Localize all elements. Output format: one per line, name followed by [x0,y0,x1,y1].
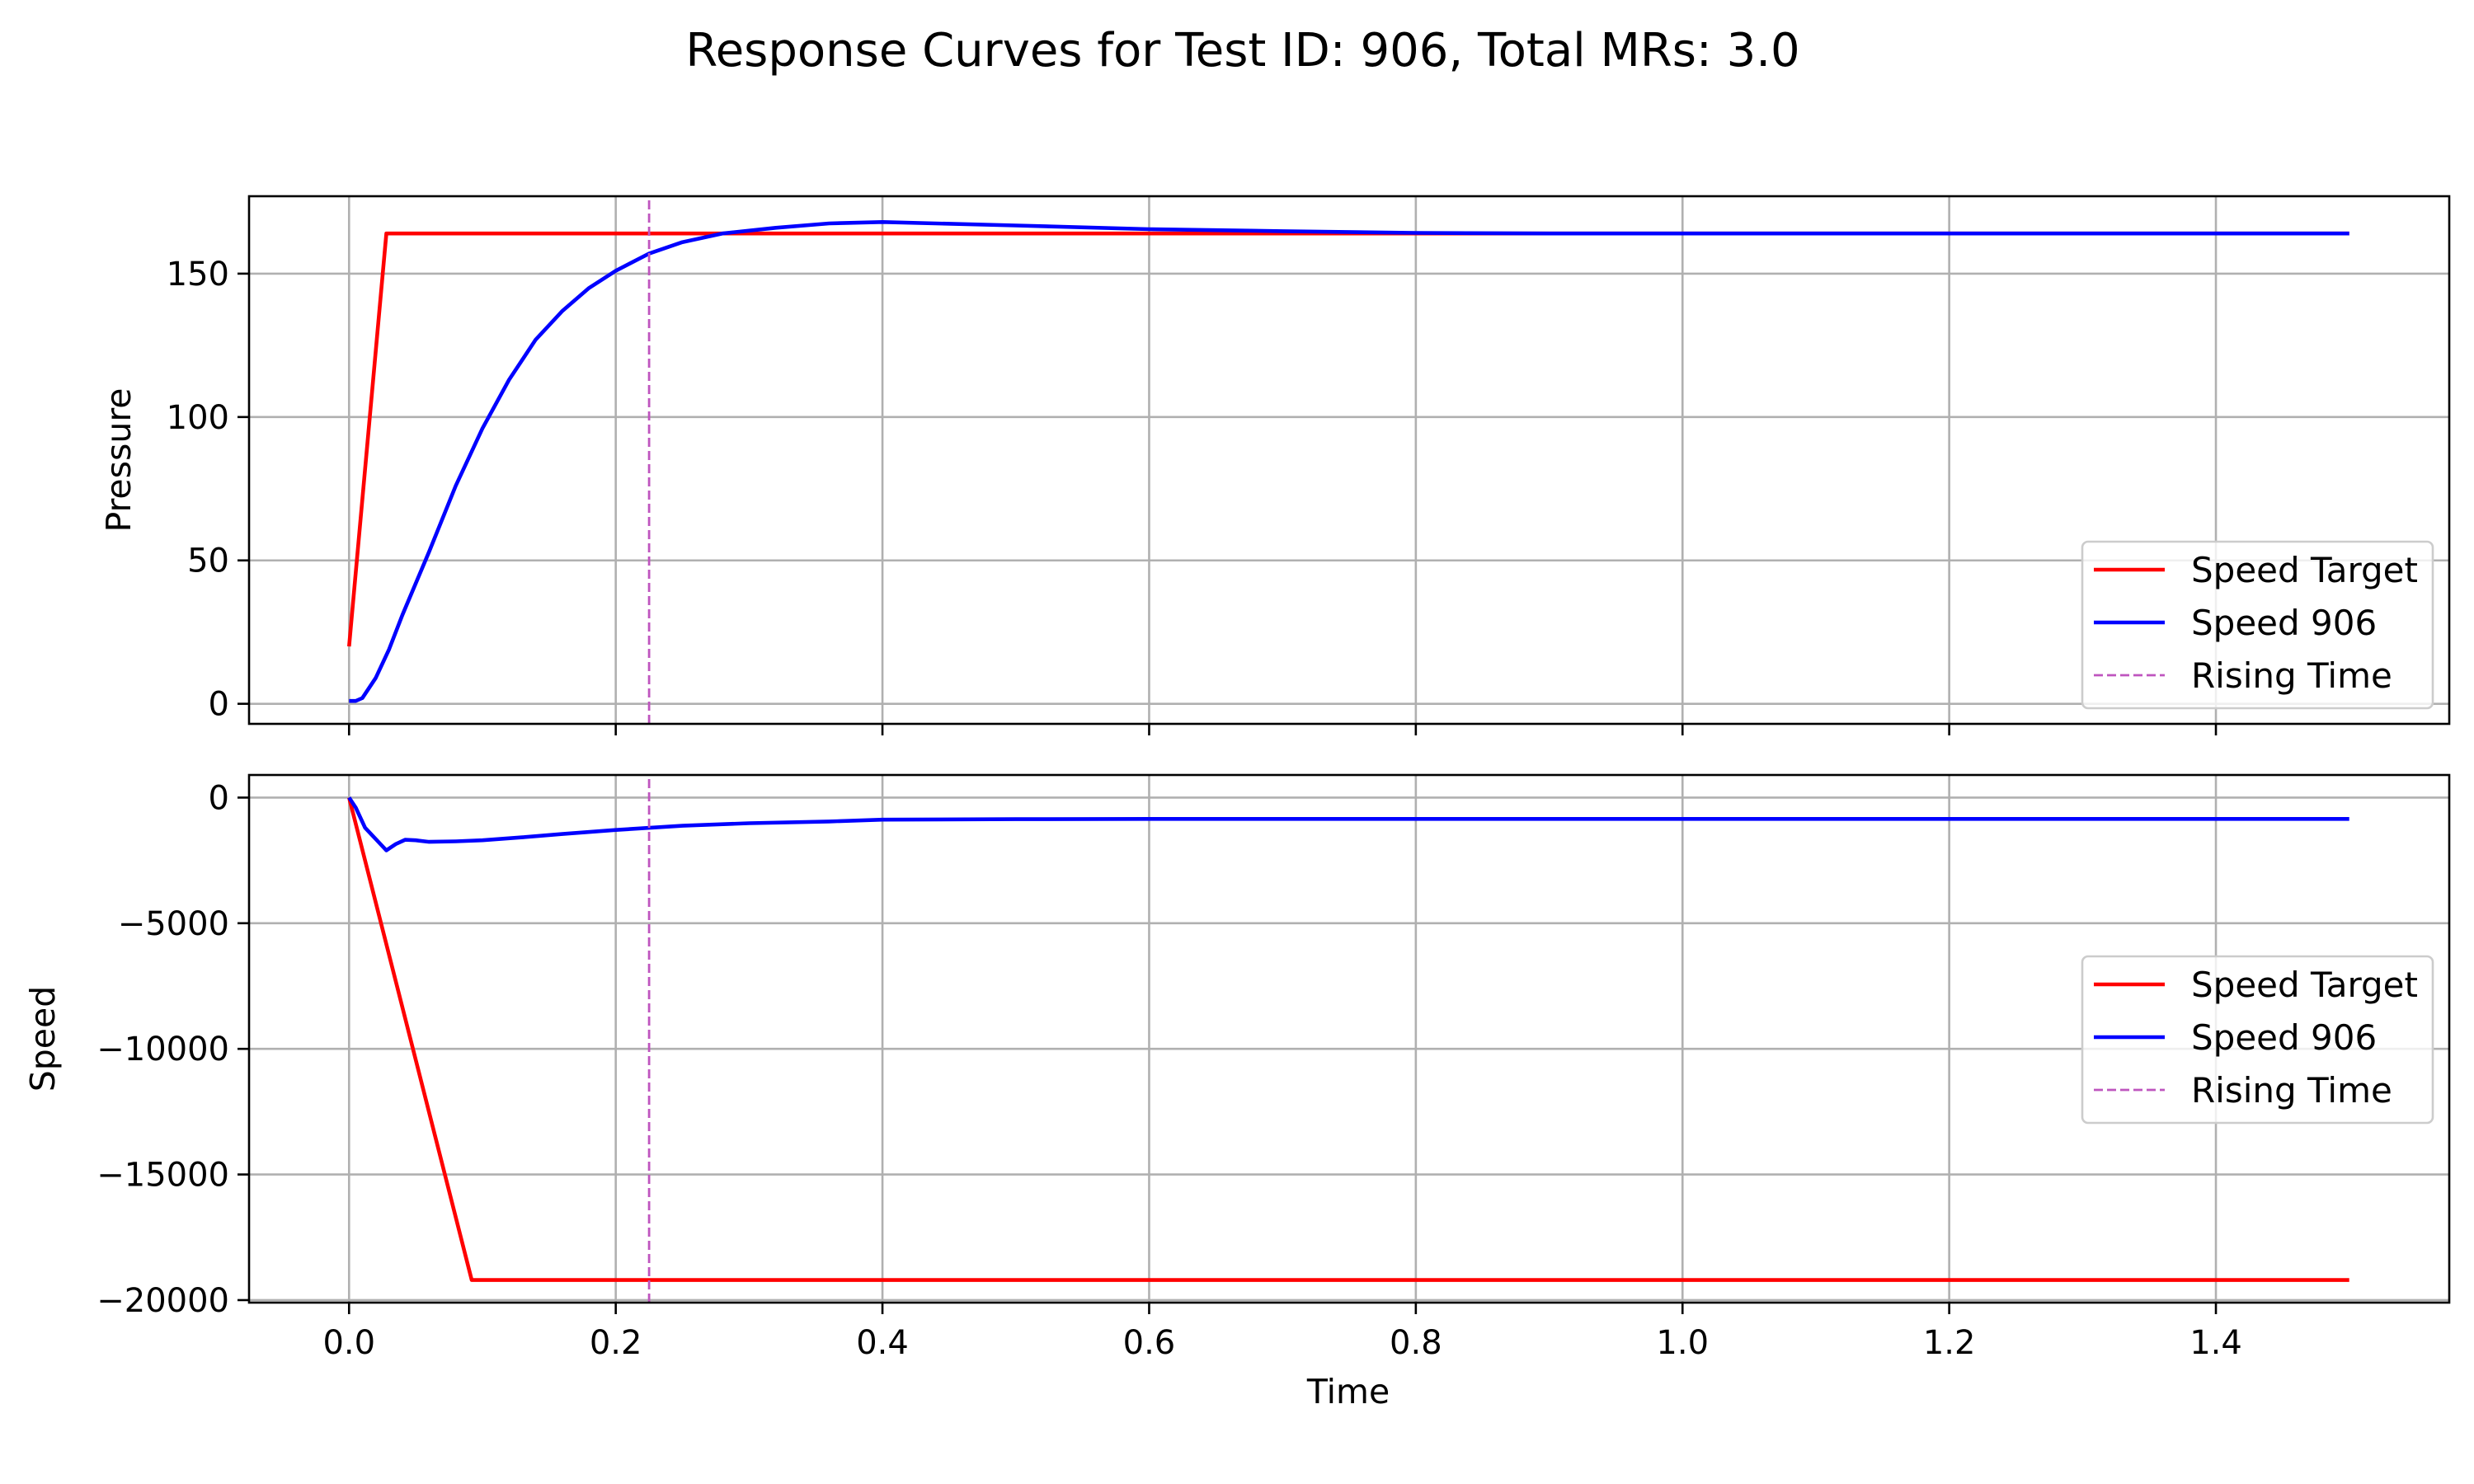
chart-title: Response Curves for Test ID: 906, Total … [685,24,1799,77]
speed-legend-box [2081,955,2434,1125]
x-tick-label: 0.4 [856,1324,909,1362]
legend-label: Speed Target [2191,965,2418,1005]
speed-y-tick-label: −5000 [118,905,229,943]
x-tick-label: 0.2 [590,1324,642,1362]
speed-legend: Speed Target Speed 906 Rising Time [2081,955,2434,1125]
speed-y-tick-label: −20000 [96,1282,229,1320]
x-axis-label: Time [1306,1372,1390,1411]
x-tick-label: 1.2 [1923,1324,1976,1362]
legend-label: Speed Target [2191,550,2418,590]
x-tick-label: 0.6 [1123,1324,1176,1362]
speed-subplot: 0.0 0.2 0.4 0.6 0.8 1.0 1.2 1.4 0 −5000 −10000 −150… [23,773,2451,1362]
legend-label: Rising Time [2191,1070,2392,1111]
pressure-legend-box [2081,540,2434,710]
pressure-axes-frame [247,195,2451,726]
x-tick-label: 1.4 [2189,1324,2242,1362]
speed-y-tick-label: 0 [209,779,229,817]
x-tick-label: 1.0 [1656,1324,1709,1362]
speed-y-tick-label: −15000 [96,1157,229,1195]
x-tick-label: 0.8 [1390,1324,1442,1362]
x-tick-label: 0.0 [322,1324,375,1362]
speed-series-speed-target [347,796,2349,1282]
speed-series-speed-906 [347,796,2349,852]
pressure-y-axis-label: Pressure [99,387,139,532]
pressure-y-tick-label: 0 [209,686,229,724]
legend-label: Speed 906 [2191,603,2377,643]
pressure-y-tick-label: 50 [187,542,229,580]
speed-y-tick-label: −10000 [96,1031,229,1068]
legend-label: Rising Time [2191,655,2392,696]
speed-y-axis-label: Speed [23,986,63,1092]
pressure-y-tick-label: 150 [167,256,229,294]
speed-axes-frame [247,773,2451,1304]
pressure-y-tick-label: 100 [167,399,229,437]
pressure-legend: Speed Target Speed 906 Rising Time [2081,540,2434,710]
legend-label: Speed 906 [2191,1017,2377,1058]
pressure-subplot: 0 50 100 150 Pressure Speed Target Speed 906 Ri… [99,195,2451,735]
